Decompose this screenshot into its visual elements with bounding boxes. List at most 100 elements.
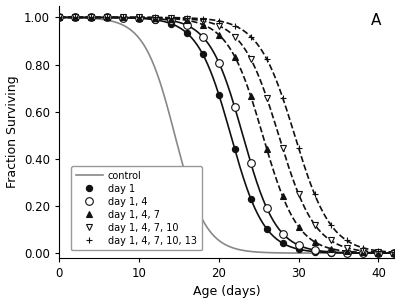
day 1, 4, 7, 10, 13 [121, 16, 126, 19]
day 1, 4, 7, 10 [168, 16, 173, 20]
day 1 [152, 18, 157, 22]
day 1, 4, 7, 10, 13 [376, 249, 381, 253]
day 1, 4, 7, 10, 13 [280, 96, 285, 99]
day 1, 4, 7 [376, 251, 381, 255]
day 1, 4 [121, 16, 126, 19]
day 1, 4, 7 [105, 16, 110, 19]
day 1 [360, 251, 365, 255]
day 1, 4, 7, 10, 13 [136, 16, 141, 19]
day 1, 4 [312, 248, 317, 252]
day 1, 4, 7 [136, 16, 141, 19]
day 1, 4, 7, 10, 13 [344, 239, 349, 242]
day 1 [280, 241, 285, 245]
day 1, 4 [184, 23, 189, 27]
day 1, 4, 7, 10 [296, 192, 301, 196]
Line: control: control [59, 17, 394, 253]
Line: day 1, 4, 7: day 1, 4, 7 [56, 15, 397, 256]
control [384, 251, 389, 255]
control [332, 251, 336, 255]
day 1, 4 [89, 16, 94, 19]
day 1, 4, 7, 10 [360, 249, 365, 253]
day 1 [312, 250, 317, 254]
day 1, 4, 7, 10 [328, 239, 333, 242]
day 1, 4, 7 [89, 16, 94, 19]
day 1, 4 [296, 244, 301, 247]
day 1, 4 [360, 251, 365, 255]
day 1, 4, 7, 10 [57, 16, 62, 19]
day 1, 4, 7, 10, 13 [360, 246, 365, 250]
day 1, 4, 7, 10, 13 [57, 16, 62, 19]
day 1, 4, 7, 10, 13 [328, 223, 333, 226]
X-axis label: Age (days): Age (days) [193, 285, 261, 299]
day 1, 4, 7, 10 [312, 223, 317, 226]
day 1 [392, 251, 397, 255]
control [256, 250, 261, 254]
day 1, 4, 7 [232, 55, 237, 58]
day 1, 4, 7, 10 [248, 57, 253, 61]
day 1, 4, 7, 10 [152, 16, 157, 19]
day 1, 4, 7 [280, 195, 285, 198]
day 1, 4, 7, 10, 13 [200, 17, 205, 21]
day 1, 4 [105, 16, 110, 19]
day 1 [344, 251, 349, 255]
day 1, 4, 7 [57, 16, 62, 19]
day 1 [216, 93, 221, 96]
day 1, 4, 7, 10, 13 [89, 16, 94, 19]
day 1, 4, 7, 10, 13 [73, 16, 78, 19]
day 1, 4, 7, 10 [121, 16, 126, 19]
day 1, 4, 7, 10 [136, 16, 141, 19]
day 1, 4, 7, 10, 13 [264, 57, 269, 61]
day 1, 4, 7 [264, 147, 269, 150]
day 1, 4 [152, 17, 157, 20]
day 1, 4, 7, 10, 13 [184, 16, 189, 20]
Line: day 1, 4: day 1, 4 [55, 14, 398, 257]
day 1, 4, 7 [312, 240, 317, 244]
day 1, 4 [136, 16, 141, 20]
day 1, 4, 7, 10, 13 [232, 24, 237, 28]
day 1, 4, 7 [328, 247, 333, 250]
day 1, 4, 7, 10, 13 [392, 250, 397, 254]
day 1, 4, 7, 10, 13 [152, 16, 157, 19]
day 1, 4, 7, 10 [376, 250, 381, 254]
day 1, 4, 7, 10 [200, 19, 205, 23]
day 1, 4, 7, 10 [232, 35, 237, 38]
day 1 [296, 247, 301, 251]
Text: A: A [371, 13, 381, 28]
day 1, 4, 7 [344, 250, 349, 253]
Y-axis label: Fraction Surviving: Fraction Surviving [6, 75, 18, 188]
day 1, 4 [344, 251, 349, 254]
Line: day 1: day 1 [56, 14, 398, 256]
day 1 [168, 22, 173, 26]
day 1, 4 [73, 16, 78, 19]
day 1, 4, 7, 10 [392, 251, 397, 254]
day 1, 4, 7 [184, 19, 189, 22]
day 1, 4, 7, 10 [73, 16, 78, 19]
day 1, 4 [216, 61, 221, 64]
day 1, 4 [392, 251, 397, 255]
day 1 [376, 251, 381, 255]
day 1, 4, 7, 10 [264, 96, 269, 99]
day 1, 4 [57, 16, 62, 19]
day 1 [105, 16, 110, 19]
day 1, 4, 7, 10 [89, 16, 94, 19]
Legend: control, day 1, day 1, 4, day 1, 4, 7, day 1, 4, 7, 10, day 1, 4, 7, 10, 13: control, day 1, day 1, 4, day 1, 4, 7, d… [71, 166, 202, 250]
Line: day 1, 4, 7, 10: day 1, 4, 7, 10 [56, 15, 397, 256]
day 1 [248, 197, 253, 200]
day 1, 4 [376, 251, 381, 255]
day 1, 4, 7, 10, 13 [168, 16, 173, 19]
day 1, 4, 7 [152, 16, 157, 20]
day 1 [121, 16, 126, 19]
day 1 [184, 31, 189, 35]
day 1, 4, 7, 10 [216, 24, 221, 28]
day 1, 4 [168, 19, 173, 22]
day 1, 4, 7 [121, 16, 126, 19]
day 1, 4 [328, 250, 333, 254]
control [216, 238, 221, 242]
day 1 [89, 16, 94, 19]
day 1, 4, 7, 10 [344, 246, 349, 250]
day 1, 4, 7, 10, 13 [216, 19, 221, 23]
day 1, 4, 7 [392, 251, 397, 255]
Line: day 1, 4, 7, 10, 13: day 1, 4, 7, 10, 13 [56, 14, 398, 256]
day 1, 4 [200, 35, 205, 39]
day 1 [200, 53, 205, 56]
